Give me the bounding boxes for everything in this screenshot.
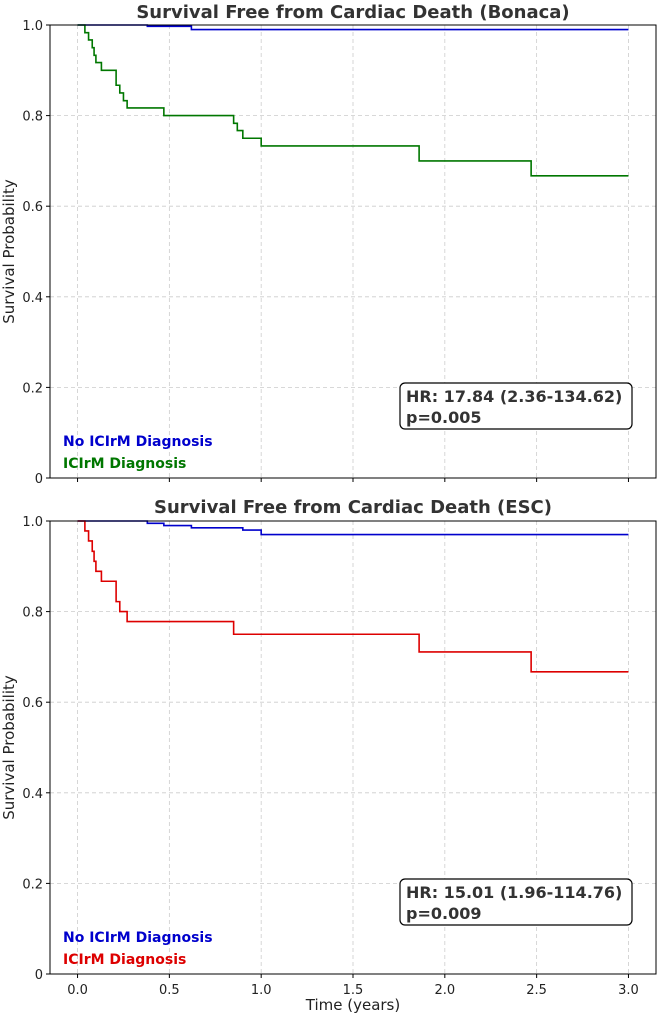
y-tick-label: 0.2 xyxy=(22,381,43,396)
y-tick-label: 0.4 xyxy=(22,291,43,306)
y-tick-label: 0 xyxy=(35,968,43,983)
y-tick-label: 1.0 xyxy=(22,515,43,530)
x-tick-label: 2.5 xyxy=(526,983,547,998)
x-tick-label: 3.0 xyxy=(618,983,639,998)
x-tick-label: 1.5 xyxy=(343,983,364,998)
plot-frame xyxy=(49,24,657,479)
annotation-box xyxy=(399,878,633,926)
annotation-text: p=0.005 xyxy=(406,408,481,427)
y-tick-label: 0.6 xyxy=(22,200,43,215)
y-tick-label: 1.0 xyxy=(22,19,43,34)
series-line-2 xyxy=(77,24,629,177)
chart-title: Survival Free from Cardiac Death (ESC) xyxy=(154,497,552,518)
y-tick-label: 0.2 xyxy=(22,877,43,892)
y-tick-label: 0 xyxy=(35,472,43,487)
y-tick-label: 0.4 xyxy=(22,787,43,802)
y-axis-label: Survival Probability xyxy=(0,179,18,324)
chart-panel-1: Survival Free from Cardiac Death (Bonaca… xyxy=(0,2,657,487)
series-line-1 xyxy=(77,520,629,536)
annotation-text: HR: 17.84 (2.36-134.62) xyxy=(406,387,622,406)
annotation-text: p=0.009 xyxy=(406,904,481,923)
y-tick-label: 0.8 xyxy=(22,110,43,125)
x-tick-label: 1.0 xyxy=(251,983,272,998)
plot-frame xyxy=(49,520,657,975)
series-line-2 xyxy=(77,520,629,673)
y-tick-label: 0.6 xyxy=(22,696,43,711)
y-axis-label: Survival Probability xyxy=(0,675,18,820)
x-tick-label: 0.0 xyxy=(67,983,88,998)
legend-entry: No ICIrM Diagnosis xyxy=(63,434,213,450)
annotation-box xyxy=(399,382,633,430)
legend-entry: ICIrM Diagnosis xyxy=(63,952,186,968)
chart-title: Survival Free from Cardiac Death (Bonaca… xyxy=(136,2,569,23)
y-tick-label: 0.8 xyxy=(22,606,43,621)
annotation-text: HR: 15.01 (1.96-114.76) xyxy=(406,883,622,902)
chart-panel-2: Survival Free from Cardiac Death (ESC) 0 0… xyxy=(0,497,657,1014)
legend-entry: ICIrM Diagnosis xyxy=(63,456,186,472)
legend-entry: No ICIrM Diagnosis xyxy=(63,930,213,946)
x-axis-label: Time (years) xyxy=(305,996,400,1014)
x-tick-label: 0.5 xyxy=(159,983,180,998)
x-tick-label: 2.0 xyxy=(434,983,455,998)
